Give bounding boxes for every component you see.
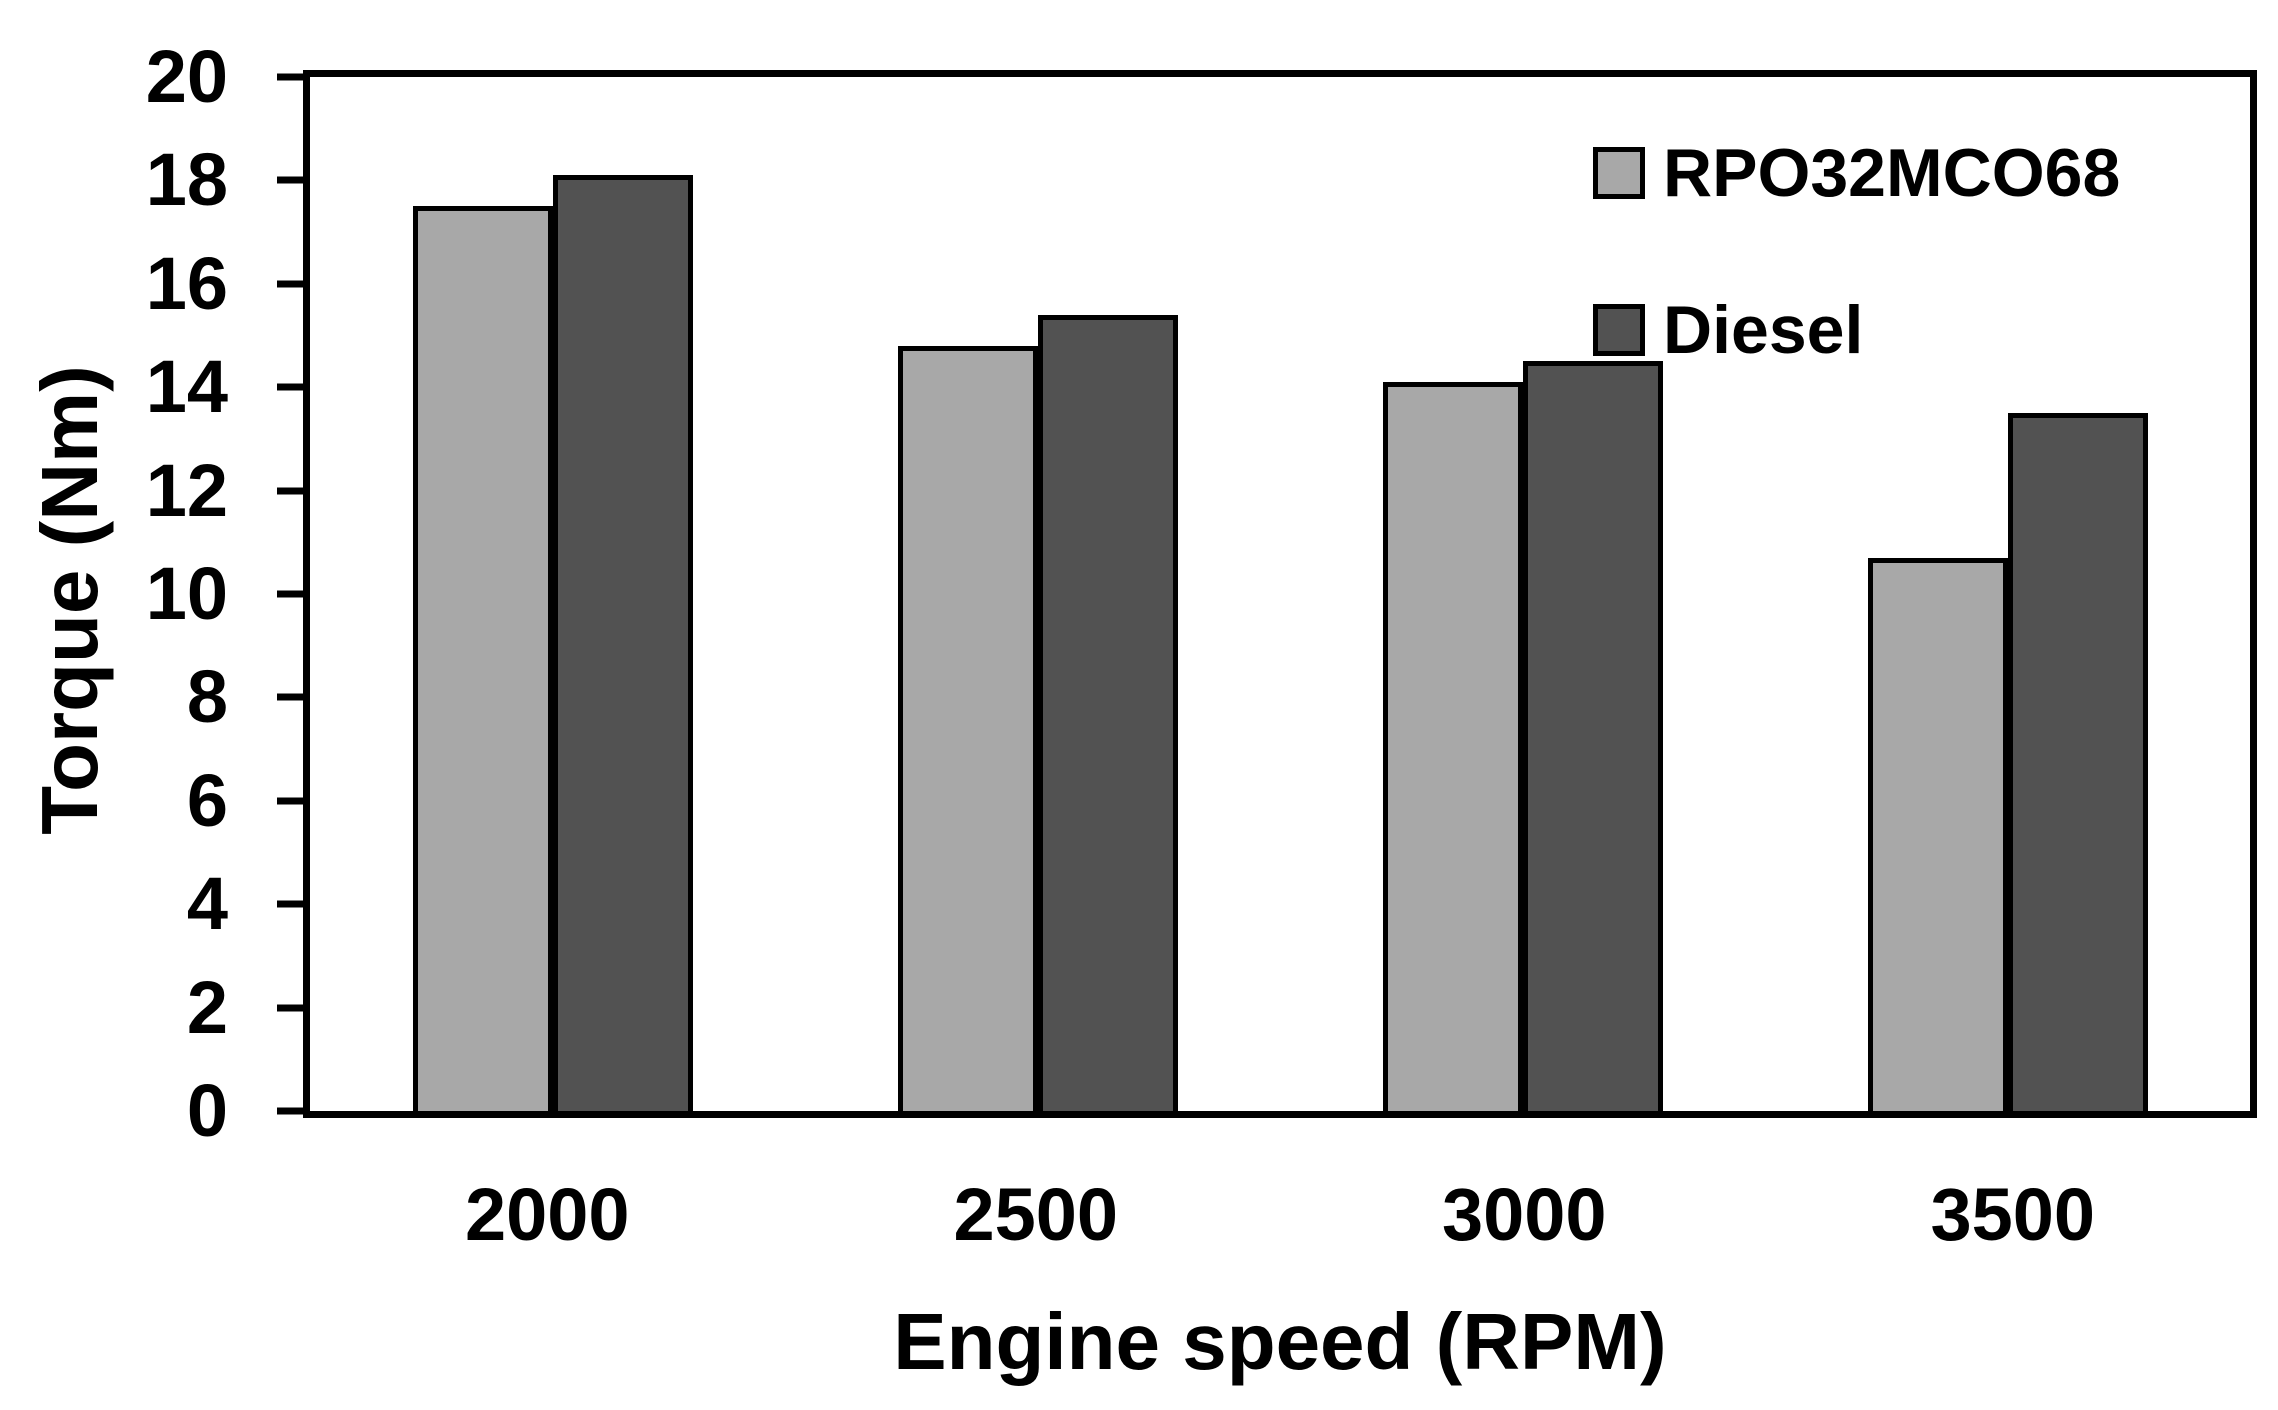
bar-diesel-3000 [1522,361,1663,1111]
y-tick-label-8: 8 [186,655,228,739]
x-tick-label-3500: 3500 [1930,1173,2096,1256]
y-tick-mark-8 [277,693,303,701]
y-tick-mark-10 [277,590,303,598]
bar-group-2000 [412,77,693,1111]
y-tick-label-0: 0 [186,1069,228,1152]
bar-rpo32mco68-3000 [1382,382,1523,1111]
y-tick-mark-14 [277,383,303,391]
x-tick-label-2500: 2500 [953,1173,1119,1256]
bar-rpo32mco68-2000 [412,206,553,1111]
y-tick-label-2: 2 [186,965,228,1049]
bar-rpo32mco68-2500 [897,345,1038,1111]
bar-rpo32mco68-3500 [1867,557,2008,1111]
legend-swatch-diesel [1593,304,1645,356]
legend-item-diesel: Diesel [1593,296,2120,364]
x-tick-label-2000: 2000 [464,1173,630,1256]
bar-diesel-2000 [552,175,693,1111]
y-tick-mark-12 [277,487,303,495]
y-axis-tick-marks [277,73,303,1115]
bar-diesel-3500 [2007,413,2148,1111]
y-tick-label-10: 10 [145,552,228,635]
y-tick-mark-0 [277,1107,303,1115]
legend: RPO32MCO68 Diesel [1593,139,2120,364]
legend-item-rpo32mco68: RPO32MCO68 [1593,139,2120,207]
y-tick-label-12: 12 [145,448,228,532]
y-tick-mark-6 [277,797,303,805]
y-tick-mark-16 [277,280,303,288]
y-tick-mark-4 [277,900,303,908]
y-axis-tick-labels: 0 2 4 6 8 10 12 14 16 18 20 [0,40,228,1148]
y-tick-label-14: 14 [145,345,228,429]
x-tick-label-3000: 3000 [1441,1173,1607,1256]
bar-group-2500 [897,77,1178,1111]
y-tick-mark-18 [277,176,303,184]
y-tick-mark-2 [277,1004,303,1012]
legend-label-diesel: Diesel [1663,292,1864,368]
x-axis-tick-labels: 2000 2500 3000 3500 [303,1178,2257,1252]
y-tick-label-20: 20 [145,35,228,118]
legend-label-rpo32mco68: RPO32MCO68 [1663,135,2121,211]
y-tick-label-16: 16 [145,241,228,325]
legend-swatch-rpo32mco68 [1593,147,1645,199]
y-tick-label-6: 6 [186,758,228,842]
bar-group-3500 [1867,77,2148,1111]
bar-group-3000 [1382,77,1663,1111]
plot-area: RPO32MCO68 Diesel [303,70,2257,1118]
bar-diesel-2500 [1037,314,1178,1111]
y-tick-label-18: 18 [145,138,228,222]
y-tick-label-4: 4 [186,862,228,946]
y-tick-mark-20 [277,73,303,81]
x-axis-title: Engine speed (RPM) [893,1297,1667,1386]
